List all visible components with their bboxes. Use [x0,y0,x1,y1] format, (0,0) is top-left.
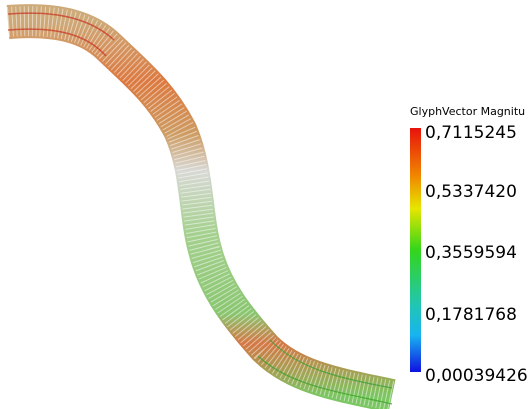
legend-label: 0,1781768 [425,305,517,325]
vessel-render [6,4,396,409]
legend-label: 0,5337420 [425,182,517,202]
legend-label: 0,000394265 [425,366,529,386]
legend-title: GlyphVector Magnitu [410,105,525,118]
legend-label: 0,7115245 [425,123,517,143]
legend-label: 0,3559594 [425,243,517,263]
color-bar [410,128,421,372]
